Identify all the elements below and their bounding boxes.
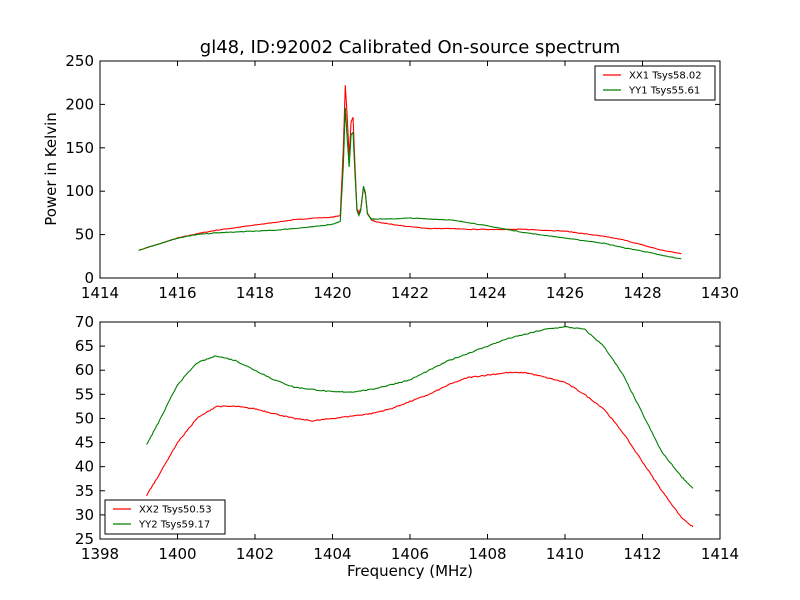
y-tick-label: 60	[75, 361, 94, 379]
series-line-2	[146, 326, 694, 489]
top-plot: 1414 1416 1418 1420 1422 1424 1426 1428 1430 0 50 1…	[65, 52, 739, 302]
x-tick-label: 1424	[468, 284, 506, 302]
y-tick-label: 35	[75, 482, 94, 500]
y-tick-label: 150	[65, 139, 94, 157]
chart-title: gl48, ID:92002 Calibrated On-source spec…	[200, 37, 620, 58]
x-tick-label: 1428	[623, 284, 661, 302]
x-tick-label: 1404	[313, 545, 351, 563]
legend-box	[104, 499, 226, 535]
y-tick-label: 200	[65, 95, 94, 113]
legend-box	[594, 65, 716, 101]
y-tick-label: 100	[65, 182, 94, 200]
legend-entry: YY1 Tsys55.61	[628, 86, 700, 97]
x-tick-label: 1408	[468, 545, 506, 563]
x-tick-label: 1414	[81, 284, 119, 302]
y-tick-label: 70	[75, 313, 94, 331]
y-axis-label-top: Power in Kelvin	[42, 112, 60, 226]
y-tick-label: 45	[75, 434, 94, 452]
x-tick-label: 1420	[313, 284, 351, 302]
x-tick-label: 1398	[81, 545, 119, 563]
y-tick-label: 50	[75, 226, 94, 244]
legend: XX2 Tsys50.53 YY2 Tsys59.17	[104, 499, 226, 535]
x-tick-label: 1422	[391, 284, 429, 302]
x-tick-label: 1412	[623, 545, 661, 563]
y-tick-label: 65	[75, 337, 94, 355]
y-tick-label: 25	[75, 530, 94, 548]
y-tick-label: 250	[65, 52, 94, 70]
x-tick-label: 1414	[701, 545, 739, 563]
x-tick-label: 1410	[546, 545, 584, 563]
x-tick-label: 1418	[236, 284, 274, 302]
y-tick-label: 30	[75, 506, 94, 524]
legend-entry: XX2 Tsys50.53	[139, 505, 212, 516]
series-line-1	[146, 371, 694, 528]
x-tick-label: 1430	[701, 284, 739, 302]
legend-entry: XX1 Tsys58.02	[629, 71, 702, 82]
x-tick-label: 1426	[546, 284, 584, 302]
legend: XX1 Tsys58.02 YY1 Tsys55.61	[594, 65, 716, 101]
series-line-1	[138, 85, 682, 255]
x-tick-label: 1402	[236, 545, 274, 563]
x-axis-label: Frequency (MHz)	[347, 562, 473, 580]
x-tick-label: 1400	[158, 545, 196, 563]
y-tick-label: 50	[75, 409, 94, 427]
y-tick-label: 55	[75, 385, 94, 403]
series-line-2	[138, 107, 682, 260]
x-tick-label: 1406	[391, 545, 429, 563]
bottom-plot: 1398 1400 1402 1404 1406 1408 1410 1412 1414 25 30…	[75, 313, 739, 563]
y-tick-label: 0	[84, 269, 94, 287]
legend-entry: YY2 Tsys59.17	[138, 520, 210, 531]
x-tick-label: 1416	[158, 284, 196, 302]
y-tick-label: 40	[75, 458, 94, 476]
